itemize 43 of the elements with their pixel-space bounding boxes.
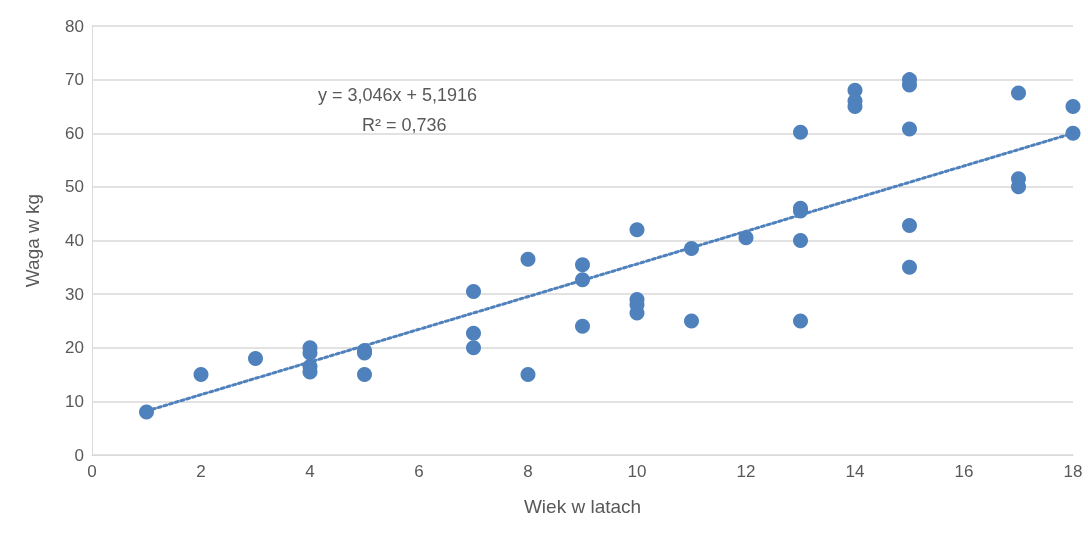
point — [902, 217, 917, 233]
y-axis-title: Waga w kg — [22, 193, 43, 288]
y-tick-label: 80 — [65, 16, 84, 36]
x-tick-label: 18 — [1063, 462, 1083, 481]
x-tick-label: 2 — [196, 462, 206, 481]
point — [357, 367, 372, 383]
x-tick-label: 16 — [954, 462, 974, 481]
point — [902, 121, 917, 137]
x-tick-label: 4 — [305, 462, 315, 481]
point — [466, 340, 481, 356]
point — [793, 124, 808, 140]
point — [193, 367, 209, 383]
x-tick-label: 0 — [87, 462, 97, 481]
annotation: R² = 0,736 — [361, 115, 447, 135]
x-tick-label: 14 — [845, 462, 865, 481]
point — [1011, 85, 1026, 101]
point — [520, 251, 536, 267]
y-tick-label: 10 — [65, 391, 84, 411]
point — [466, 325, 481, 341]
y-tick-label: 50 — [65, 177, 84, 197]
y-tick-label: 30 — [65, 284, 84, 304]
x-tick-label: 12 — [736, 462, 756, 481]
point — [466, 283, 481, 299]
y-tick-label: 70 — [65, 70, 84, 90]
point — [248, 350, 263, 366]
point — [575, 257, 590, 273]
y-tick-label: 0 — [74, 445, 84, 465]
x-tick-label: 8 — [523, 462, 533, 481]
x-tick-label: 10 — [627, 462, 647, 481]
point — [684, 313, 699, 329]
y-tick-label: 20 — [65, 338, 84, 358]
point — [520, 367, 536, 383]
point — [629, 222, 645, 238]
point — [902, 259, 917, 275]
y-tick-label: 40 — [65, 231, 84, 250]
point — [793, 313, 808, 329]
x-tick-label: 6 — [414, 462, 424, 481]
point — [1065, 98, 1081, 114]
x-axis-title: Wiek w latach — [523, 496, 642, 517]
point — [575, 318, 590, 334]
annotation: y = 3,046x + 5,1916 — [317, 85, 478, 105]
y-tick-label: 60 — [65, 123, 84, 143]
point — [793, 233, 808, 248]
